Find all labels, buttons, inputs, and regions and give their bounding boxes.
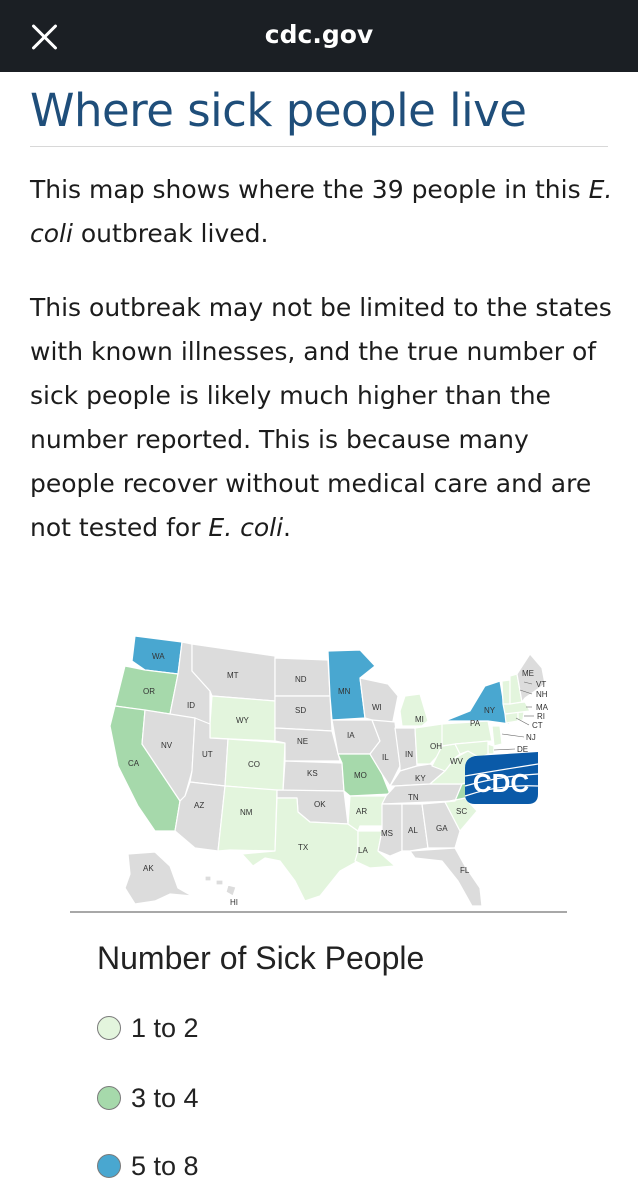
label-ok: OK bbox=[314, 800, 326, 809]
label-mi: MI bbox=[415, 715, 424, 724]
state-wi bbox=[359, 677, 399, 727]
state-mi bbox=[399, 693, 429, 727]
label-oh: OH bbox=[430, 742, 442, 751]
label-ri: RI bbox=[537, 712, 545, 721]
label-me: ME bbox=[522, 669, 534, 678]
legend-swatch-mid bbox=[97, 1086, 121, 1110]
label-al: AL bbox=[408, 826, 418, 835]
label-wv: WV bbox=[450, 757, 464, 766]
state-nm bbox=[217, 785, 278, 852]
state-ak bbox=[124, 851, 193, 905]
label-id: ID bbox=[187, 701, 195, 710]
label-ga: GA bbox=[436, 824, 448, 833]
label-mn: MN bbox=[338, 687, 351, 696]
label-wa: WA bbox=[152, 652, 165, 661]
leader-nh bbox=[519, 689, 533, 695]
label-wi: WI bbox=[372, 703, 382, 712]
label-ut: UT bbox=[202, 750, 213, 759]
label-nh: NH bbox=[536, 690, 548, 699]
label-ct: CT bbox=[532, 721, 543, 730]
intro-paragraph: This map shows where the 39 people in th… bbox=[30, 175, 613, 248]
state-vt bbox=[501, 679, 511, 705]
label-nm: NM bbox=[240, 808, 253, 817]
title-divider bbox=[30, 146, 608, 147]
label-sd: SD bbox=[295, 706, 306, 715]
legend-label-mid: 3 to 4 bbox=[131, 1082, 199, 1113]
label-pa: PA bbox=[470, 719, 481, 728]
cdc-logo: CDC bbox=[464, 752, 539, 804]
leader-ct bbox=[515, 717, 530, 726]
legend-label-low: 1 to 2 bbox=[131, 1012, 199, 1043]
state-fl bbox=[409, 847, 483, 907]
state-tx bbox=[241, 797, 359, 902]
page-title: Where sick people live bbox=[30, 84, 527, 137]
state-al bbox=[401, 803, 429, 852]
state-nj bbox=[491, 725, 503, 747]
label-ak: AK bbox=[143, 864, 154, 873]
label-il: IL bbox=[382, 753, 389, 762]
us-outbreak-map: WA OR CA ID NV MT WY UT CO AZ NM ND SD N… bbox=[70, 626, 570, 916]
label-nd: ND bbox=[295, 675, 307, 684]
label-ky: KY bbox=[415, 774, 426, 783]
legend-swatch-high bbox=[97, 1154, 121, 1178]
label-fl: FL bbox=[460, 866, 470, 875]
label-az: AZ bbox=[194, 801, 204, 810]
map-divider bbox=[70, 911, 567, 913]
label-ms: MS bbox=[381, 829, 393, 838]
state-hi-2 bbox=[215, 879, 224, 886]
legend-item-3: 5 to 8 bbox=[97, 1146, 199, 1186]
legend-item-2: 3 to 4 bbox=[97, 1078, 199, 1118]
label-co: CO bbox=[248, 760, 260, 769]
state-me bbox=[516, 653, 546, 703]
leader-nj bbox=[501, 733, 525, 738]
label-nj: NJ bbox=[526, 733, 536, 742]
label-ia: IA bbox=[347, 731, 355, 740]
state-ia bbox=[331, 719, 381, 755]
leader-vt bbox=[523, 681, 533, 685]
label-mo: MO bbox=[354, 771, 367, 780]
label-tn: TN bbox=[408, 793, 419, 802]
label-ar: AR bbox=[356, 807, 367, 816]
ecoli-italic: E. coli bbox=[208, 513, 284, 542]
label-ma: MA bbox=[536, 703, 549, 712]
state-ny bbox=[444, 680, 511, 725]
state-hi-1 bbox=[204, 875, 212, 882]
ecoli-italic: E. coli bbox=[30, 175, 613, 248]
cdc-logo-text: CDC bbox=[473, 768, 530, 798]
label-la: LA bbox=[358, 846, 368, 855]
label-ks: KS bbox=[307, 769, 318, 778]
label-tx: TX bbox=[298, 843, 309, 852]
legend-title: Number of Sick People bbox=[97, 940, 425, 976]
label-nv: NV bbox=[161, 741, 173, 750]
legend-item-1: 1 to 2 bbox=[97, 1008, 199, 1048]
state-de bbox=[487, 743, 495, 755]
label-ca: CA bbox=[128, 759, 140, 768]
label-mt: MT bbox=[227, 671, 239, 680]
label-wy: WY bbox=[236, 716, 250, 725]
label-in: IN bbox=[405, 750, 413, 759]
state-hi-3 bbox=[225, 884, 237, 897]
label-vt: VT bbox=[536, 680, 546, 689]
leader-de bbox=[493, 748, 516, 751]
us-map-svg: WA OR CA ID NV MT WY UT CO AZ NM ND SD N… bbox=[109, 635, 549, 907]
legend-label-high: 5 to 8 bbox=[131, 1150, 199, 1181]
label-sc: SC bbox=[456, 807, 467, 816]
outbreak-paragraph: This outbreak may not be limited to the … bbox=[30, 293, 612, 542]
label-de: DE bbox=[517, 745, 528, 754]
label-ne: NE bbox=[297, 737, 308, 746]
label-or: OR bbox=[143, 687, 155, 696]
label-ny: NY bbox=[484, 706, 496, 715]
label-hi: HI bbox=[230, 898, 238, 907]
site-domain: cdc.gov bbox=[264, 20, 374, 49]
top-bar: cdc.gov bbox=[0, 0, 638, 72]
legend-swatch-low bbox=[97, 1016, 121, 1040]
